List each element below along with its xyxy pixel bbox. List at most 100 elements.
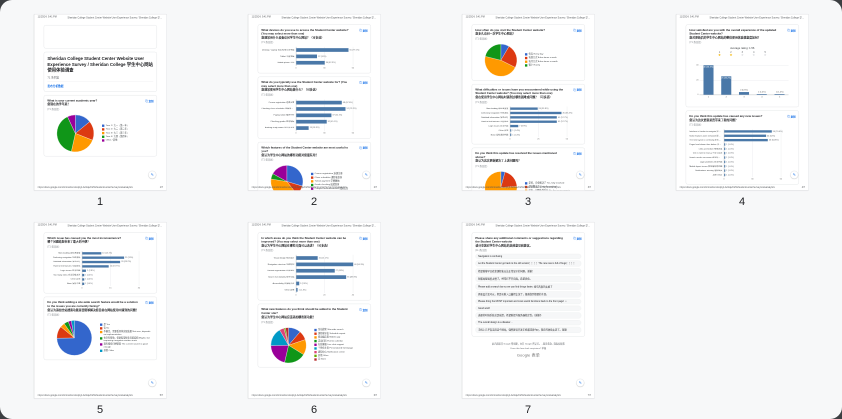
legend-label: Class schedules 课程表查询	[314, 176, 343, 179]
legend-label: 是的，完全解决了 Yes, fully resolved	[528, 181, 565, 185]
legend-item: 个性化主页 Personalized homepage	[314, 347, 353, 350]
copy-chart-button[interactable]: 复制	[359, 27, 368, 33]
copy-chart-button[interactable]: 复制	[573, 27, 582, 33]
bar-row-label: Accessibility 无障碍支持	[272, 282, 295, 285]
column-x-label: 2	[725, 95, 727, 99]
legend-label: 课程表导出 Schedule export	[318, 332, 346, 335]
column-value-label: 40 (56.3%)	[703, 65, 714, 68]
question-title-en: What do you typically use the Student Ce…	[261, 80, 348, 88]
copy-button-label: 复制	[362, 28, 368, 32]
print-footer-url: https://docs.google.com/forms/d/e/1FAIpQ…	[465, 394, 561, 397]
copy-chart-button[interactable]: 复制	[359, 145, 368, 151]
legend-color-swatch	[524, 56, 528, 60]
bar-track: 1 (1.4%)	[81, 281, 139, 286]
copy-chart-button[interactable]: 复制	[787, 114, 796, 120]
edit-pencil-fab[interactable]: ✎	[576, 378, 585, 387]
print-footer: https://docs.google.com/forms/d/e/1FAIpQ…	[38, 394, 163, 396]
question-title-en: Do you think adding a site-wide search f…	[47, 300, 138, 308]
page-thumbnail[interactable]: 11/25/24, 9:41 PM Sheridan College Studen…	[462, 222, 595, 399]
question-card: 复制 Do you think adding a site-wide search…	[43, 296, 157, 361]
pie-chart-block: Year 1 / 大一（第一年） Year 2 / 大二（第二年） Year 3 /…	[47, 114, 153, 153]
print-footer-page-number: 5/7	[159, 394, 163, 397]
edit-pencil-fab[interactable]: ✎	[148, 378, 157, 387]
edit-pencil-fab[interactable]: ✎	[148, 170, 157, 179]
legend-item: Grade checking 成绩查询	[310, 183, 348, 187]
page-thumbnail[interactable]: 11/25/24, 9:41 PM Sheridan College Studen…	[462, 14, 595, 191]
question-card: 复制 What difficulties or issues have you e…	[471, 83, 585, 145]
legend-label: 每天 Every day	[528, 52, 544, 56]
copy-chart-button[interactable]: 复制	[359, 235, 368, 241]
page-slot: 11/25/24, 9:41 PM Sheridan College Studen…	[34, 222, 167, 416]
bar-value-label: 1 (1.4%)	[726, 165, 734, 168]
bar-track: 30 (42.3%)	[295, 59, 353, 67]
pie-slice	[286, 165, 304, 187]
edit-pencil-fab[interactable]: ✎	[362, 378, 371, 387]
legend-label: Course registration 选课注册	[314, 172, 343, 175]
legend-color-swatch	[524, 189, 528, 191]
page-content: 复制 What devices do you use to access the …	[257, 21, 371, 191]
copy-chart-button[interactable]: 复制	[359, 307, 368, 313]
legend-color-swatch	[102, 124, 105, 127]
question-response-count: (71 条回复)	[261, 94, 274, 97]
column-value-label: 1 (1.4%)	[758, 91, 766, 94]
question-response-count: (11 条回复)	[475, 249, 488, 252]
question-response-count: (71 条回复)	[47, 108, 60, 111]
edit-pencil-fab[interactable]: ✎	[790, 170, 799, 179]
copy-chart-button[interactable]: 复制	[573, 87, 582, 93]
column-bar: 1 (1.4%)	[774, 91, 785, 95]
edit-pencil-fab[interactable]: ✎	[576, 170, 585, 179]
legend-item: Year 3 / 大三（第三年）	[102, 131, 129, 135]
star-icon: ★	[740, 53, 744, 58]
page-thumbnail[interactable]: 11/25/24, 9:41 PM Sheridan College Studen…	[34, 14, 167, 191]
page-thumbnail[interactable]: 11/25/24, 9:41 PM Sheridan College Studen…	[676, 14, 809, 191]
edit-pencil-fab[interactable]: ✎	[362, 170, 371, 179]
bar-track: 2 (2.8%)	[81, 268, 139, 273]
bar-track: 50 (70.4%)	[723, 129, 783, 134]
copy-chart-button[interactable]: 复制	[359, 80, 368, 86]
footer-report-line[interactable]: Does this form look suspicious? 举报	[510, 347, 547, 350]
bar-fill	[510, 133, 512, 137]
page-content: 复制 How often do you visit the Student Cen…	[471, 21, 585, 191]
question-title-zh: 请分享您对学生中心网站的其他意见和建议。	[475, 243, 533, 248]
bar-track: 24 (33.8%)	[509, 106, 567, 111]
legend-label: 个性化主页 Personalized homepage	[318, 347, 353, 350]
copy-chart-button[interactable]: 复制	[145, 300, 154, 306]
question-title-zh: 您认为这次更新解决了上述问题吗？	[475, 159, 521, 163]
legend-label: Tuition payment 学费缴纳	[314, 179, 340, 183]
bar-fill	[82, 273, 85, 277]
bar-row-label: Confusing navigation 导航混乱	[480, 112, 509, 115]
copy-icon	[787, 114, 790, 120]
page-thumbnail[interactable]: 11/25/24, 9:41 PM Sheridan College Studen…	[248, 222, 381, 399]
legend-item: Tuition payment 学费缴纳	[310, 179, 348, 183]
copy-chart-button[interactable]: 复制	[573, 151, 582, 157]
column-chart-plot: 0 20 40 40 (56.3%) 1 25 (35.2%) 2 4 (5.6%) 3 1 (1…	[696, 61, 789, 99]
copy-chart-button[interactable]: 复制	[787, 27, 796, 33]
legend-color-swatch	[310, 172, 314, 176]
bar-fill	[296, 119, 327, 124]
copy-icon	[359, 235, 362, 241]
legend-color-swatch	[310, 187, 314, 190]
page-thumbnail-frame: 11/25/24, 9:41 PM Sheridan College Studen…	[248, 14, 381, 191]
bar-value-label: 15 (21.1%)	[318, 257, 329, 260]
print-footer: https://docs.google.com/forms/d/e/1FAIpQ…	[466, 186, 591, 188]
bar-row: Text is hard to read 文字难以阅读 1 (1.4%)	[689, 151, 795, 156]
question-response-count: (71 条回复)	[261, 159, 274, 162]
bar-fill	[296, 48, 349, 52]
copy-chart-button[interactable]: 复制	[145, 235, 154, 241]
bar-fill	[724, 139, 768, 142]
publish-analytics-link[interactable]: 发布分析数据	[47, 84, 64, 88]
print-header: 11/25/24, 9:41 PM Sheridan College Studen…	[252, 16, 377, 19]
rating-scale-number: 1	[718, 51, 721, 54]
rating-scale-number: 2	[730, 51, 732, 54]
copy-chart-button[interactable]: 复制	[573, 235, 582, 241]
bar-value-label: 27 (38%)	[335, 269, 344, 272]
page-thumbnail[interactable]: 11/25/24, 9:41 PM Sheridan College Studen…	[34, 222, 167, 399]
pie-slice	[484, 56, 516, 77]
bar-track: 10 (14.1%)	[81, 251, 139, 256]
question-response-count: (71 条回复)	[47, 245, 60, 249]
page-thumbnail[interactable]: 11/25/24, 9:41 PM Sheridan College Studen…	[248, 14, 381, 191]
page-content: 复制 How satisfied are you with the overall…	[685, 21, 799, 185]
bar-row-label: 其他 Other	[712, 173, 723, 176]
legend-item: 其他 Other	[314, 354, 353, 358]
copy-chart-button[interactable]: 复制	[145, 98, 154, 104]
